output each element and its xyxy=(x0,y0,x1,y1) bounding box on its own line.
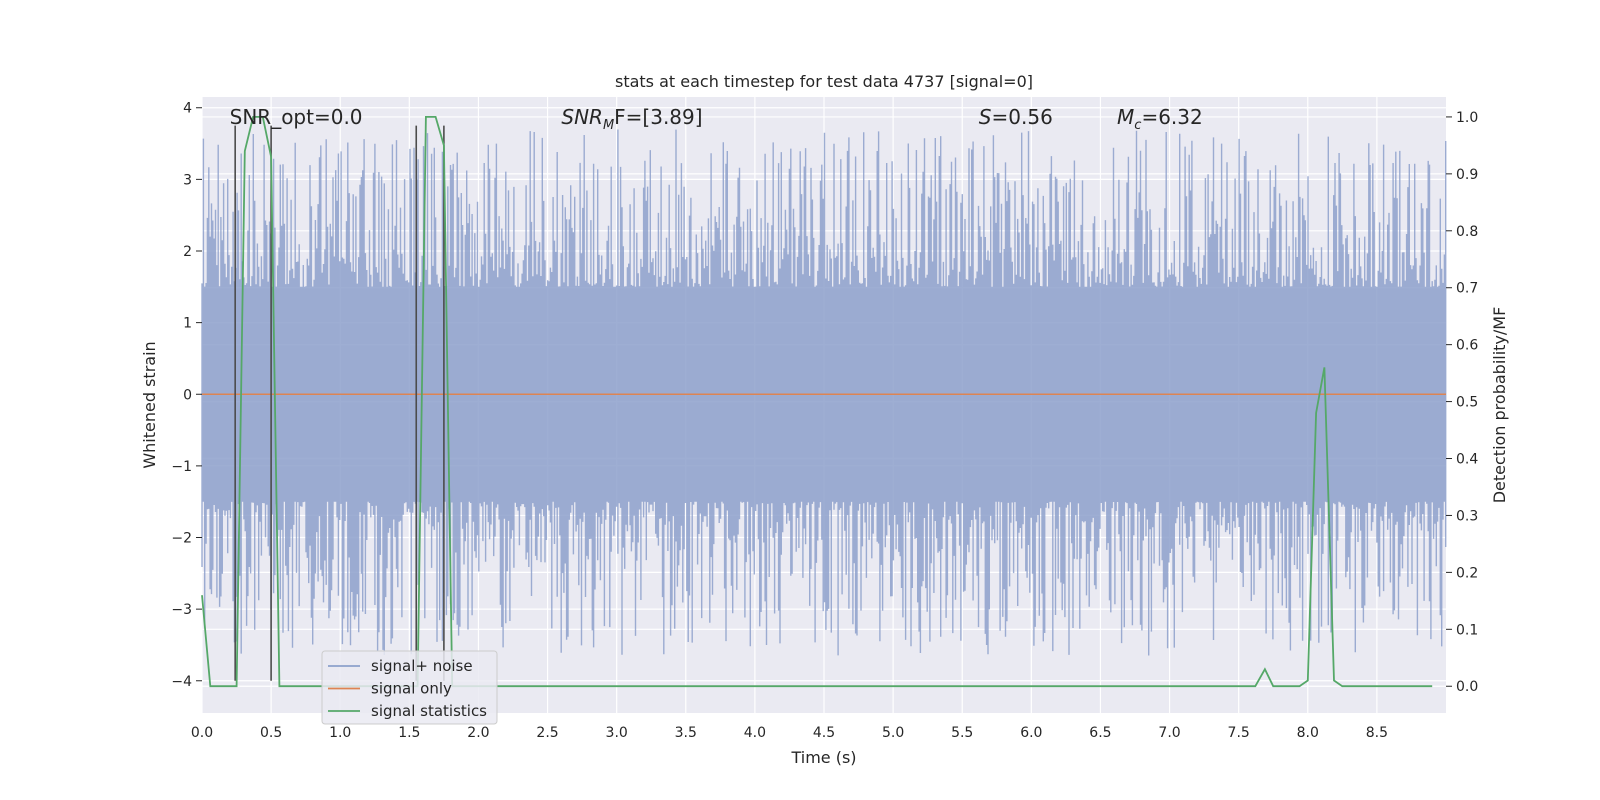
y-tick-label-7: 3 xyxy=(183,172,192,188)
annotation-snr-opt: SNR_opt=0.0 xyxy=(230,105,363,129)
y-tick-label-0: −4 xyxy=(171,674,192,690)
y-tick-label-2: −2 xyxy=(171,531,192,547)
x-tick-label-14: 7.0 xyxy=(1158,725,1180,741)
mc-base: M xyxy=(1117,105,1134,129)
x-tick-label-12: 6.0 xyxy=(1020,725,1042,741)
y2-tick-label-6: 0.6 xyxy=(1456,338,1478,354)
x-tick-label-8: 4.0 xyxy=(744,725,766,741)
x-axis-label: Time (s) xyxy=(790,748,856,767)
x-tick-label-0: 0.0 xyxy=(191,725,213,741)
x-tick-label-6: 3.0 xyxy=(606,725,628,741)
legend-label-2: signal statistics xyxy=(371,702,487,720)
noise-band-path xyxy=(201,129,1447,656)
y2-axis-ticks: 0.0 0.1 0.2 0.3 0.4 0.5 0.6 0.7 0.8 0.9 1.0 xyxy=(1446,110,1478,695)
x-tick-label-2: 1.0 xyxy=(329,725,351,741)
legend: signal+ noise signal only signal statistic… xyxy=(321,650,498,725)
x-tick-label-13: 6.5 xyxy=(1089,725,1111,741)
snr-mf-base: SNR xyxy=(561,105,603,129)
x-tick-label-7: 3.5 xyxy=(675,725,697,741)
y2-tick-label-1: 0.1 xyxy=(1456,622,1478,638)
y-tick-label-8: 4 xyxy=(183,101,192,117)
x-tick-label-17: 8.5 xyxy=(1366,725,1388,741)
x-tick-label-1: 0.5 xyxy=(260,725,282,741)
s-var: S xyxy=(979,105,992,129)
s-value: =0.56 xyxy=(992,105,1053,129)
y-tick-label-5: 1 xyxy=(183,316,192,332)
legend-label-1: signal only xyxy=(371,680,452,698)
x-tick-label-10: 5.0 xyxy=(882,725,904,741)
annotation-mc: Mc=6.32 xyxy=(1117,105,1203,133)
y-axis-label: Whitened strain xyxy=(140,341,159,468)
annotation-s: S=0.56 xyxy=(979,105,1053,129)
y2-tick-label-9: 0.9 xyxy=(1456,167,1478,183)
x-tick-label-15: 7.5 xyxy=(1228,725,1250,741)
legend-box xyxy=(321,650,498,725)
y-tick-label-4: 0 xyxy=(183,387,192,403)
chart-title: stats at each timestep for test data 473… xyxy=(615,72,1033,91)
y2-tick-label-0: 0.0 xyxy=(1456,679,1478,695)
vertical-markers xyxy=(234,125,445,681)
snr-mf-sub: M xyxy=(603,118,614,133)
y-tick-label-3: −1 xyxy=(171,459,192,475)
x-tick-label-9: 4.5 xyxy=(813,725,835,741)
y2-tick-label-7: 0.7 xyxy=(1456,281,1478,297)
y2-tick-label-3: 0.3 xyxy=(1456,508,1478,524)
x-tick-label-5: 2.5 xyxy=(536,725,558,741)
y2-axis-label: Detection probability/MF xyxy=(1490,307,1509,504)
y-axis-ticks: −4 −3 −2 −1 0 1 2 3 4 xyxy=(171,101,202,690)
x-tick-label-3: 1.5 xyxy=(398,725,420,741)
y2-tick-label-8: 0.8 xyxy=(1456,224,1478,240)
y-tick-label-1: −3 xyxy=(171,602,192,618)
x-axis-ticks: 0.0 0.5 1.0 1.5 2.0 2.5 3.0 3.5 4.0 4.5 5.0 5.5 6.0 6… xyxy=(191,725,1388,741)
y2-tick-label-4: 0.4 xyxy=(1456,452,1478,468)
x-tick-label-4: 2.0 xyxy=(467,725,489,741)
y2-tick-label-10: 1.0 xyxy=(1456,110,1478,126)
mc-sub: c xyxy=(1134,118,1141,133)
x-tick-label-16: 8.0 xyxy=(1297,725,1319,741)
annotation-snr-mf: SNRMF=[3.89] xyxy=(561,105,702,133)
y2-tick-label-2: 0.2 xyxy=(1456,565,1478,581)
y-tick-label-6: 2 xyxy=(183,244,192,260)
series-signal-noise xyxy=(201,129,1447,656)
snr-mf-rest: F=[3.89] xyxy=(614,105,702,129)
x-tick-label-11: 5.5 xyxy=(951,725,973,741)
mc-value: =6.32 xyxy=(1141,105,1202,129)
legend-label-0: signal+ noise xyxy=(371,657,473,675)
y2-tick-label-5: 0.5 xyxy=(1456,395,1478,411)
